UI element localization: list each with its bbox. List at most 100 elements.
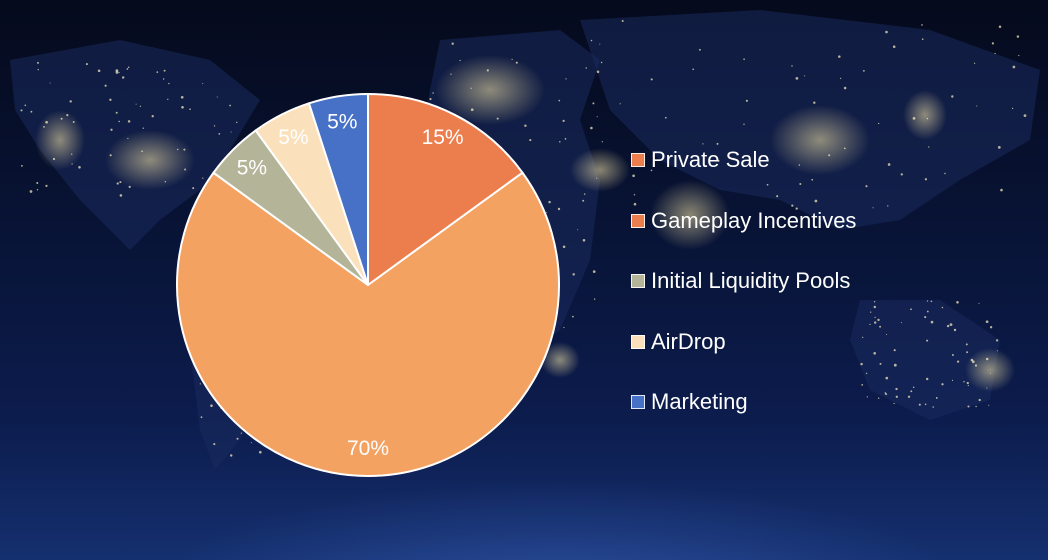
city-light-dot <box>932 406 934 408</box>
city-light-dot <box>121 76 125 79</box>
city-light-dot <box>900 322 902 324</box>
city-light-dot <box>572 273 575 276</box>
city-light-dot <box>1012 65 1016 69</box>
city-light-dot <box>142 127 144 129</box>
city-light-dot <box>192 187 195 190</box>
city-light-dot <box>633 194 636 196</box>
city-light-dot <box>127 66 130 69</box>
city-light-dot <box>577 229 579 231</box>
city-light-dot <box>229 104 231 107</box>
city-light-dot <box>924 316 927 319</box>
city-light-dot <box>951 379 954 381</box>
city-light-dot <box>860 362 863 366</box>
city-light-dot <box>743 58 745 60</box>
city-light-dot <box>926 117 929 120</box>
city-light-dot <box>967 384 969 387</box>
city-light-dot <box>910 308 912 311</box>
city-light-dot <box>991 42 995 45</box>
city-light-dot <box>650 78 653 81</box>
city-light-dot <box>965 343 968 346</box>
legend-item-private-sale: Private Sale <box>631 144 856 176</box>
city-light-dot <box>966 351 969 354</box>
city-light-dot <box>115 69 119 72</box>
city-light-dot <box>910 390 913 393</box>
city-light-dot <box>557 207 561 211</box>
city-light-dot <box>951 354 954 356</box>
city-light-dot <box>921 24 923 26</box>
city-light-dot <box>183 148 186 151</box>
city-light-dot <box>946 324 950 328</box>
city-light-dot <box>36 181 39 185</box>
city-light-dot <box>110 128 113 131</box>
city-light-dot <box>886 333 888 336</box>
city-glow-japan <box>903 90 947 140</box>
legend-swatch <box>631 213 645 228</box>
city-light-dot <box>633 202 637 206</box>
city-light-dot <box>877 397 880 399</box>
city-glow-us-east <box>105 130 195 190</box>
city-light-dot <box>85 63 88 66</box>
city-light-dot <box>893 363 897 367</box>
city-light-dot <box>163 69 166 72</box>
city-light-dot <box>839 77 842 80</box>
pie-slice-gameplay-incentives <box>176 171 560 477</box>
city-light-dot <box>828 154 831 157</box>
city-light-dot <box>1000 188 1003 192</box>
city-light-dot <box>900 173 903 176</box>
chart-legend: Private Sale Gameplay Incentives Initial… <box>631 144 856 447</box>
city-light-dot <box>69 100 72 103</box>
city-light-dot <box>795 77 799 80</box>
city-light-dot <box>156 71 159 73</box>
city-light-dot <box>486 69 489 72</box>
city-light-dot <box>632 174 635 178</box>
city-light-dot <box>459 59 461 62</box>
city-light-dot <box>564 138 567 140</box>
city-light-dot <box>596 177 598 179</box>
city-light-dot <box>975 405 977 408</box>
city-light-dot <box>895 387 898 391</box>
legend-item-airdrop: AirDrop <box>631 326 856 358</box>
city-light-dot <box>559 141 561 143</box>
city-light-dot <box>885 393 888 396</box>
city-light-dot <box>843 86 847 90</box>
city-light-dot <box>115 111 118 114</box>
city-light-dot <box>511 58 513 60</box>
legend-label: Marketing <box>651 389 748 414</box>
city-light-dot <box>621 19 624 23</box>
city-light-dot <box>470 108 474 112</box>
legend-item-initial-liquidity-pools: Initial Liquidity Pools <box>631 265 856 297</box>
city-light-dot <box>116 182 119 185</box>
city-light-dot <box>1023 114 1027 117</box>
city-light-dot <box>200 416 203 419</box>
city-light-dot <box>119 194 123 197</box>
city-light-dot <box>885 376 889 380</box>
city-light-dot <box>259 450 262 454</box>
city-light-dot <box>71 163 73 165</box>
city-light-dot <box>118 120 120 123</box>
city-light-dot <box>921 38 924 40</box>
city-light-dot <box>953 328 957 332</box>
city-light-dot <box>151 115 154 118</box>
city-light-dot <box>184 168 187 171</box>
city-light-dot <box>565 78 567 80</box>
city-light-dot <box>599 43 601 45</box>
city-light-dot <box>515 61 518 64</box>
city-light-dot <box>879 325 882 328</box>
city-light-dot <box>928 146 930 148</box>
city-light-dot <box>874 321 877 324</box>
city-light-dot <box>843 147 846 150</box>
city-light-dot <box>813 217 815 219</box>
city-light-dot <box>978 398 981 402</box>
city-light-dot <box>885 30 888 34</box>
city-light-dot <box>590 39 593 42</box>
city-light-dot <box>650 169 653 172</box>
city-light-dot <box>814 199 818 203</box>
city-light-dot <box>874 316 876 319</box>
city-light-dot <box>236 121 238 124</box>
city-light-dot <box>951 95 954 98</box>
city-light-dot <box>529 139 532 142</box>
city-light-dot <box>791 65 793 67</box>
city-light-dot <box>118 72 120 74</box>
city-light-dot <box>562 119 565 122</box>
